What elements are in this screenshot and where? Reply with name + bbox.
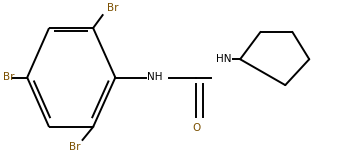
Text: HN: HN (216, 54, 231, 64)
Text: Br: Br (70, 142, 81, 152)
Text: NH: NH (147, 73, 163, 82)
Text: Br: Br (3, 73, 15, 82)
Text: O: O (192, 124, 201, 133)
Text: Br: Br (107, 3, 119, 13)
